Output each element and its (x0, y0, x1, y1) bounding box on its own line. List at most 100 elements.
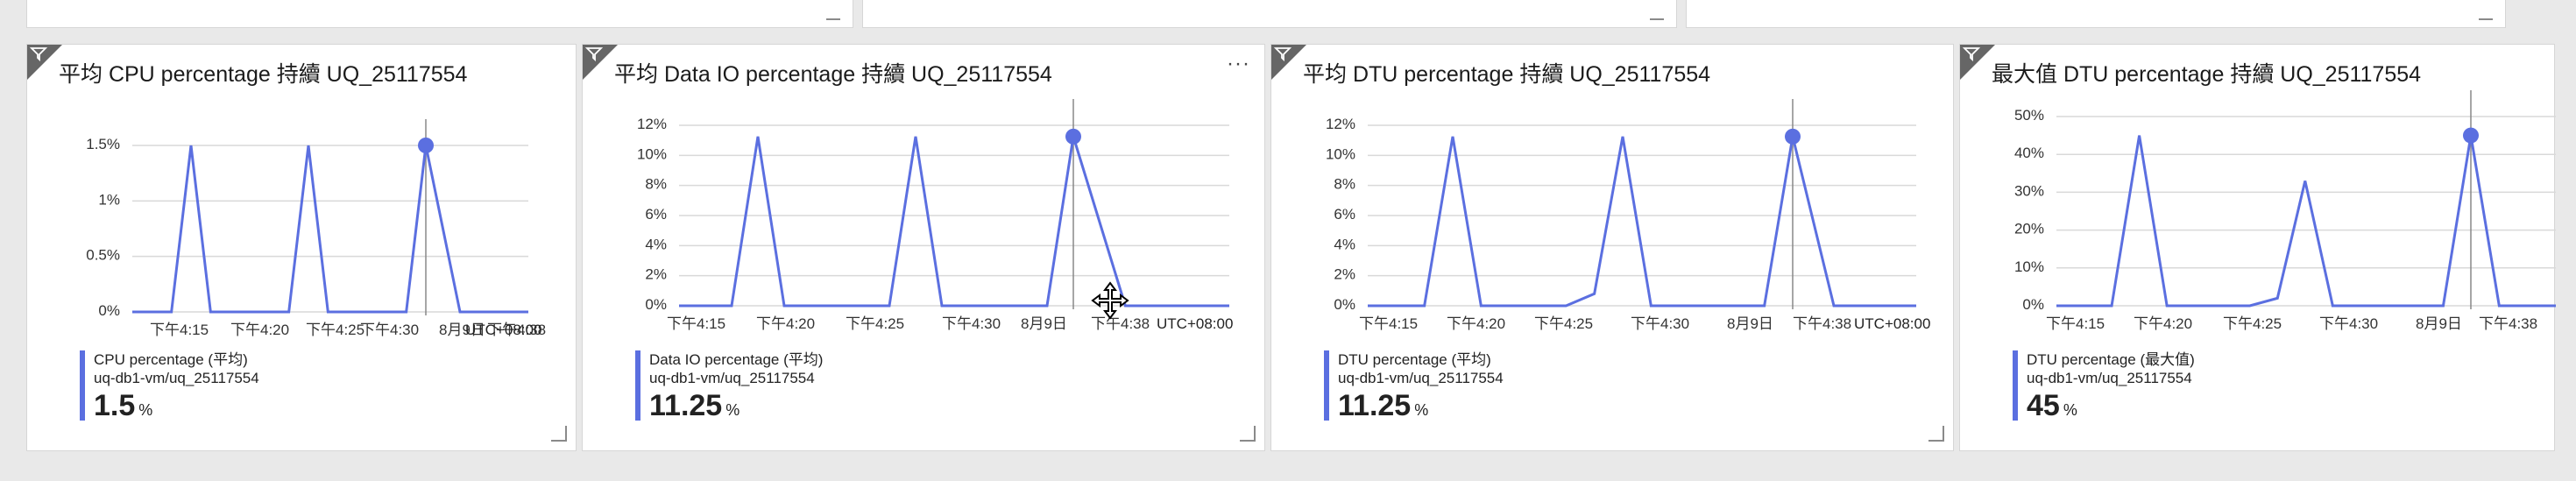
metric-tile-dtu-avg[interactable]: 12% 10% 8% 6% 4% 2% 0% 下午4:15 下午4:20 下午4:25 下午4:30… (1270, 44, 1954, 451)
legend-unit: % (2063, 401, 2077, 419)
series-line (132, 145, 528, 314)
x-tick-label: 8月9日 (439, 322, 485, 338)
legend-series-name: Data IO percentage (平均) (649, 351, 824, 368)
x-tick-label: 下午4:25 (2223, 315, 2282, 332)
tile-stub-2 (862, 0, 1677, 28)
tile-stub-3 (1686, 0, 2506, 28)
legend-series-name: CPU percentage (平均) (94, 351, 248, 368)
chart-legend[interactable]: CPU percentage (平均) uq-db1-vm/uq_2511755… (80, 350, 259, 422)
x-tick-label: 下午4:15 (667, 315, 725, 332)
series-line (679, 136, 1229, 308)
timezone-label: UTC+08:00 (1157, 315, 1233, 332)
line-chart: 12% 10% 8% 6% 4% 2% 0%下午4:15 下午4:20 下午4:25 下午4:30… (1326, 99, 1930, 332)
resize-grip (1650, 18, 1664, 23)
timezone-label: UTC+08:00 (465, 322, 541, 338)
x-tick-label: 下午4:38 (487, 322, 546, 338)
tile-title[interactable]: 平均 Data IO percentage 持續 UQ_25117554 (614, 62, 1052, 87)
x-tick-label: 下午4:15 (2046, 315, 2105, 332)
legend-resource: uq-db1-vm/uq_25117554 (2027, 370, 2192, 386)
y-tick-label: 0% (98, 302, 120, 319)
tile-title[interactable]: 平均 CPU percentage 持續 UQ_25117554 (59, 62, 468, 87)
y-tick-label: 6% (1334, 206, 1355, 223)
chart-legend[interactable]: Data IO percentage (平均) uq-db1-vm/uq_251… (635, 350, 824, 422)
legend-value: 11.25 (1338, 389, 1412, 422)
resize-grip (826, 18, 840, 23)
legend-value: 1.5 (94, 389, 136, 422)
y-tick-label: 1.5% (86, 136, 120, 152)
hover-point (1065, 128, 1081, 145)
x-tick-label: 下午4:25 (1534, 315, 1593, 332)
y-tick-label: 0% (1334, 296, 1355, 313)
metric-tile-dtu-max[interactable]: 50% 40% 30% 20% 10% 0% 下午4:15 下午4:20 下午4:25 下午4:3… (1959, 44, 2556, 451)
tile-stub-1 (26, 0, 853, 28)
chart-legend[interactable]: DTU percentage (最大值) uq-db1-vm/uq_251175… (2013, 350, 2195, 422)
x-tick-label: 下午4:20 (2134, 315, 2192, 332)
y-tick-label: 6% (645, 206, 667, 223)
filter-icon (585, 47, 603, 62)
y-tick-label: 40% (2014, 145, 2044, 161)
tile-title[interactable]: 最大值 DTU percentage 持續 UQ_25117554 (1992, 62, 2422, 87)
y-tick-label: 12% (1326, 116, 1355, 132)
resize-handle-icon[interactable] (1928, 426, 1944, 442)
x-tick-label: 下午4:38 (1793, 315, 1851, 332)
x-tick-label: 下午4:30 (2319, 315, 2378, 332)
x-tick-label: 下午4:25 (306, 322, 364, 338)
legend-resource: uq-db1-vm/uq_25117554 (649, 370, 815, 386)
legend-series-name: DTU percentage (平均) (1338, 351, 1491, 368)
y-tick-label: 10% (637, 145, 667, 162)
x-tick-label: 下午4:30 (360, 322, 419, 338)
x-tick-label: 8月9日 (2416, 315, 2462, 332)
x-tick-label: 下午4:25 (846, 315, 904, 332)
legend-value: 45 (2027, 389, 2060, 422)
y-tick-label: 2% (645, 266, 667, 283)
y-tick-label: 4% (645, 236, 667, 252)
x-tick-label: 下午4:15 (1359, 315, 1418, 332)
legend-resource: uq-db1-vm/uq_25117554 (94, 370, 259, 386)
y-tick-label: 10% (1326, 145, 1355, 162)
y-tick-label: 0% (645, 296, 667, 313)
y-tick-label: 4% (1334, 236, 1355, 252)
y-tick-label: 8% (645, 176, 667, 193)
metric-tile-cpu-avg[interactable]: 1.5% 1% 0.5% 0% 下午4:15 下午4:20 下午4:25 下午4:30 8月9日… (26, 44, 577, 451)
series-line (2056, 135, 2556, 308)
x-tick-label: 下午4:38 (1091, 315, 1150, 332)
y-tick-label: 0.5% (86, 247, 120, 264)
x-tick-label: 下午4:20 (1447, 315, 1505, 332)
filter-icon (1274, 47, 1292, 62)
x-tick-label: 8月9日 (1727, 315, 1773, 332)
legend-unit: % (725, 401, 740, 419)
move-cursor-icon (1091, 281, 1129, 320)
more-options-icon[interactable]: ··· (1227, 52, 1250, 75)
tile-title[interactable]: 平均 DTU percentage 持續 UQ_25117554 (1303, 62, 1711, 87)
y-tick-label: 50% (2014, 107, 2044, 124)
resize-handle-icon[interactable] (551, 426, 567, 442)
chart-legend[interactable]: DTU percentage (平均) uq-db1-vm/uq_2511755… (1324, 350, 1504, 422)
legend-series-name: DTU percentage (最大值) (2027, 351, 2195, 368)
y-tick-label: 1% (98, 191, 120, 208)
x-tick-label: 下午4:30 (942, 315, 1001, 332)
y-tick-label: 10% (2014, 258, 2044, 275)
hover-point (2463, 127, 2479, 144)
filter-icon (1963, 47, 1980, 62)
y-tick-label: 30% (2014, 182, 2044, 199)
metric-tile-dataio-avg[interactable]: 12% 10% 8% 6% 4% 2% 0% 下午4:15 下午4:20 下午4:25 下午4:30… (582, 44, 1265, 451)
x-tick-label: 8月9日 (1021, 315, 1067, 332)
timezone-label: UTC+08:00 (1854, 315, 1930, 332)
x-tick-label: 下午4:30 (1631, 315, 1689, 332)
legend-unit: % (1414, 401, 1429, 419)
legend-unit: % (138, 401, 153, 419)
hover-point (1785, 128, 1801, 145)
legend-resource: uq-db1-vm/uq_25117554 (1338, 370, 1504, 386)
x-tick-label: 下午4:15 (150, 322, 209, 338)
legend-value: 11.25 (649, 389, 723, 422)
resize-handle-icon[interactable] (1240, 426, 1256, 442)
y-tick-label: 0% (2022, 296, 2044, 313)
resize-grip (2479, 18, 2493, 23)
y-tick-label: 8% (1334, 176, 1355, 193)
hover-point (418, 138, 434, 153)
x-tick-label: 下午4:20 (756, 315, 815, 332)
line-chart: 50% 40% 30% 20% 10% 0%下午4:15 下午4:20 下午4:25 下午4:3… (2014, 90, 2556, 332)
y-tick-label: 2% (1334, 266, 1355, 283)
y-tick-label: 12% (637, 116, 667, 132)
